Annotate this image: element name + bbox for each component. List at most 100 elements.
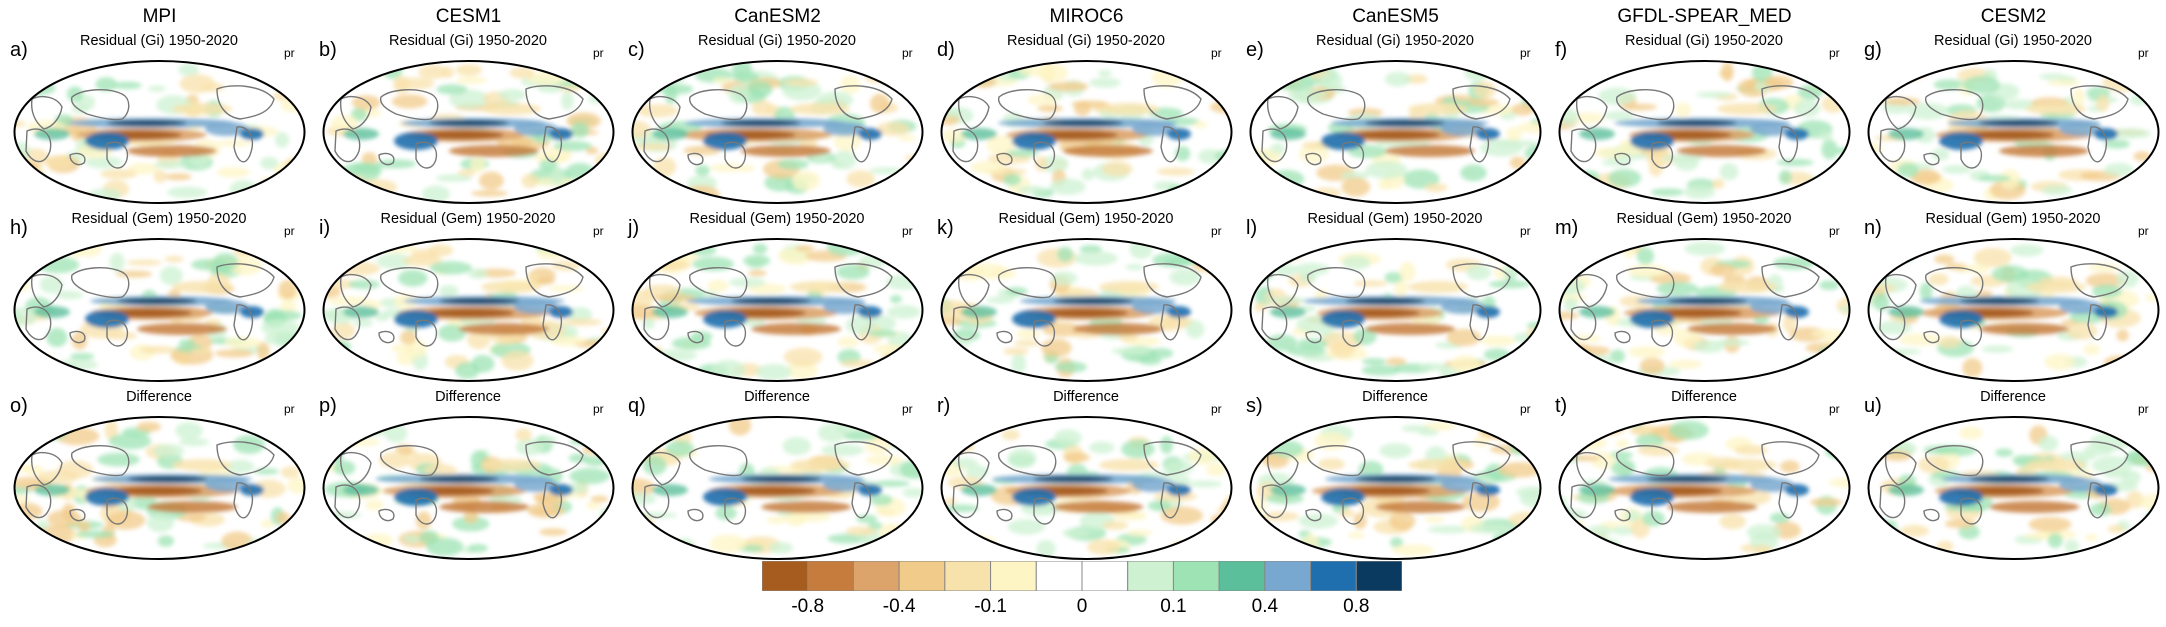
anomaly-patch [1254, 302, 1267, 312]
anomaly-patch [1018, 66, 1054, 77]
anomaly-patch [2116, 537, 2152, 546]
anomaly-patch [224, 336, 261, 349]
anomaly-patch [790, 103, 850, 115]
anomaly-patch [1962, 76, 2001, 94]
coastline [957, 451, 990, 486]
anomaly-patch [1656, 281, 1699, 296]
anomaly-patch [391, 94, 428, 109]
anomaly-patch [590, 495, 609, 503]
anomaly-patch [1639, 357, 1665, 375]
anomaly-patch [890, 70, 913, 85]
anomaly-patch [1918, 455, 1950, 474]
anomaly-patch [1160, 436, 1174, 454]
coastline [1923, 152, 1940, 166]
anomaly-patch [428, 120, 509, 126]
anomaly-patch [2120, 243, 2140, 259]
coastline [1614, 152, 1631, 166]
anomaly-patch [323, 524, 344, 541]
anomaly-patch [455, 64, 483, 76]
anomaly-patch [191, 347, 213, 355]
anomaly-patch [2126, 490, 2144, 509]
anomaly-patch [858, 306, 882, 318]
anomaly-patch [1441, 300, 1485, 314]
anomaly-patch [1466, 264, 1492, 281]
anomaly-patch [84, 156, 123, 169]
anomaly-patch [1321, 310, 1365, 328]
anomaly-patch [585, 501, 601, 510]
anomaly-patch [890, 439, 923, 450]
anomaly-patch [25, 353, 56, 367]
anomaly-patch [1998, 145, 2089, 157]
anomaly-patch [909, 427, 923, 444]
map-border [13, 238, 306, 382]
anomaly-patch [40, 67, 54, 86]
anomaly-patch [2130, 246, 2159, 265]
anomaly-patch [1089, 441, 1115, 454]
coastline [1575, 95, 1608, 130]
anomaly-patch [413, 130, 504, 140]
anomaly-patch [1778, 169, 1792, 185]
panel-subtitle: Difference [1053, 389, 1119, 405]
coastline [25, 484, 52, 519]
anomaly-patch [514, 478, 558, 492]
anomaly-patch [100, 169, 138, 180]
panel-subtitle: Difference [1671, 389, 1737, 405]
anomaly-patch [1958, 426, 1983, 440]
coastline [1960, 319, 1983, 347]
anomaly-patch [1089, 77, 1121, 88]
coastline [69, 330, 86, 344]
anomaly-patch [394, 488, 438, 506]
anomaly-patch [1819, 280, 1840, 291]
anomaly-patch [596, 430, 614, 440]
coastline [997, 445, 1057, 477]
anomaly-patch [1161, 316, 1180, 328]
anomaly-patch [1963, 130, 2054, 140]
anomaly-patch [1780, 460, 1800, 473]
anomaly-patch [178, 63, 200, 76]
coastline [415, 141, 438, 169]
panel-letter: f) [1555, 39, 1568, 61]
anomaly-patch [394, 77, 435, 90]
anomaly-patch [783, 347, 823, 367]
coastline [957, 273, 990, 308]
coastline [724, 319, 747, 347]
anomaly-patch [323, 174, 336, 192]
anomaly-patch [941, 300, 972, 319]
anomaly-patch [1798, 239, 1837, 260]
anomaly-patch [1053, 298, 1134, 304]
precipitation-map [1249, 238, 1542, 382]
anomaly-patch [1111, 347, 1151, 355]
precipitation-map [13, 60, 306, 204]
coastline [30, 95, 63, 130]
coastline [69, 508, 86, 522]
anomaly-patch [1393, 280, 1409, 296]
anomaly-patch [1868, 167, 1891, 180]
anomaly-patch [455, 76, 488, 84]
model-title: CESM1 [435, 6, 502, 27]
anomaly-patch [2088, 263, 2121, 273]
panel-variable: pr [902, 402, 913, 416]
coastline [1778, 482, 1799, 519]
anomaly-patch [395, 444, 414, 455]
anomaly-patch [1879, 184, 1894, 198]
anomaly-patch [274, 131, 290, 148]
model-title: CESM2 [1980, 6, 2047, 27]
anomaly-patch [415, 511, 432, 530]
panel-letter: u) [1864, 395, 1882, 417]
anomaly-patch [2110, 128, 2151, 139]
anomaly-patch [1185, 320, 1205, 339]
coastline [834, 85, 893, 120]
anomaly-patch [1001, 429, 1020, 441]
anomaly-patch [731, 71, 759, 82]
anomaly-patch [1252, 355, 1275, 376]
panel-variable: pr [1520, 224, 1531, 238]
anomaly-patch [1907, 102, 1949, 120]
panel-variable: pr [1829, 46, 1840, 60]
coastline [1469, 482, 1490, 519]
anomaly-patch [952, 328, 981, 342]
panel-subtitle: Residual (Gem) 1950-2020 [1925, 211, 2101, 227]
coastline [334, 306, 361, 341]
anomaly-patch [1384, 271, 1404, 284]
anomaly-patch [260, 319, 300, 336]
